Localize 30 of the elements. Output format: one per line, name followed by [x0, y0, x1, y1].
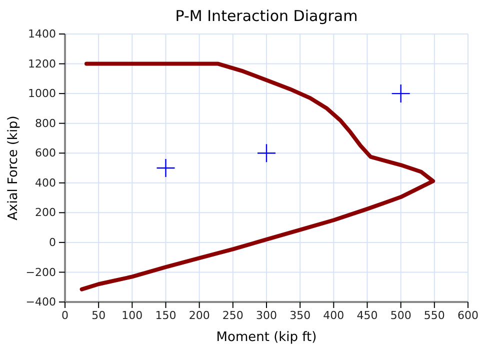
chart-title: P-M Interaction Diagram	[175, 7, 358, 25]
y-tick-label: 400	[35, 176, 56, 190]
point	[256, 144, 276, 163]
y-tick-label: 0	[49, 236, 56, 249]
y-tick-label: 800	[35, 116, 56, 130]
x-tick-label: 150	[155, 308, 176, 322]
x-tick-label: 400	[323, 308, 344, 322]
y-tick-label: 1000	[28, 87, 56, 100]
x-tick-label: 550	[424, 308, 445, 322]
x-tick-label: 450	[356, 308, 378, 322]
x-tick-label: 300	[256, 308, 277, 322]
point	[156, 158, 176, 178]
x-tick-label: 200	[188, 308, 210, 322]
x-tick-label: 600	[458, 308, 478, 322]
x-tick-label: 0	[62, 308, 68, 322]
x-tick-label: 350	[290, 308, 311, 322]
x-axis-title: Moment (kip ft)	[216, 330, 317, 345]
y-axis-title: Axial Force (kip)	[6, 116, 21, 220]
y-tick-label: 1200	[28, 57, 56, 70]
y-tick-label: 1400	[28, 28, 56, 41]
y-tick-label: 600	[35, 146, 56, 160]
y-tick-label: 200	[35, 206, 56, 220]
y-tick-label: −400	[26, 296, 56, 309]
point	[391, 84, 410, 104]
x-tick-label: 50	[92, 308, 106, 322]
line-series	[80, 62, 436, 292]
x-tick-label: 100	[122, 308, 143, 322]
y-tick-label: −200	[26, 266, 56, 279]
x-tick-label: 500	[390, 308, 412, 322]
x-tick-label: 250	[222, 308, 244, 322]
